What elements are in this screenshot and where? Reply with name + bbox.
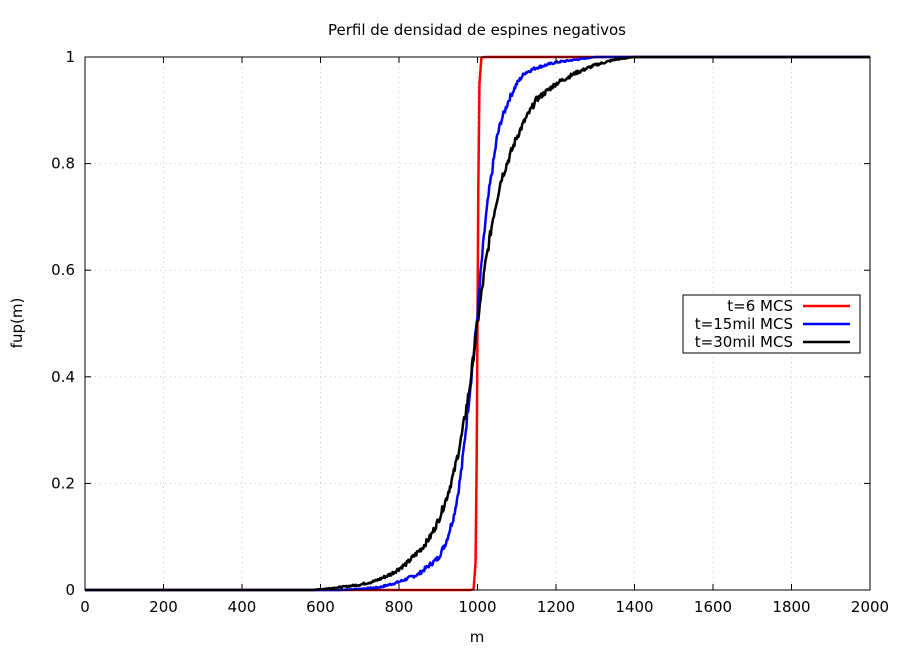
x-tick-label: 2000	[851, 598, 889, 616]
x-tick-label: 800	[385, 598, 414, 616]
x-tick-label: 600	[306, 598, 335, 616]
y-tick-label: 0.4	[51, 368, 75, 386]
y-tick-label: 0.6	[51, 261, 75, 279]
x-tick-label: 0	[80, 598, 90, 616]
grid	[85, 57, 870, 590]
tick-marks	[84, 56, 871, 591]
y-tick-label: 1	[65, 48, 75, 66]
x-tick-label: 1800	[772, 598, 810, 616]
y-axis-title: fup(m)	[8, 298, 26, 349]
x-axis-title: m	[470, 628, 485, 646]
x-tick-label: 1600	[694, 598, 732, 616]
x-tick-labels: 0 200 400 600 800 1000 1200 1400 1600 1800 2000	[80, 598, 889, 616]
legend-label: t=15mil MCS	[695, 315, 793, 333]
y-tick-label: 0.2	[51, 474, 75, 492]
x-tick-label: 1000	[458, 598, 496, 616]
y-tick-labels: 0 0.2 0.4 0.6 0.8 1	[51, 48, 75, 599]
legend-label: t=30mil MCS	[695, 333, 793, 351]
y-tick-label: 0	[65, 581, 75, 599]
y-tick-label: 0.8	[51, 155, 75, 173]
x-tick-label: 1200	[537, 598, 575, 616]
legend-label: t=6 MCS	[727, 297, 793, 315]
x-tick-label: 400	[228, 598, 257, 616]
x-tick-label: 200	[149, 598, 178, 616]
x-tick-label: 1400	[615, 598, 653, 616]
chart-title: Perfil de densidad de espines negativos	[328, 21, 626, 39]
